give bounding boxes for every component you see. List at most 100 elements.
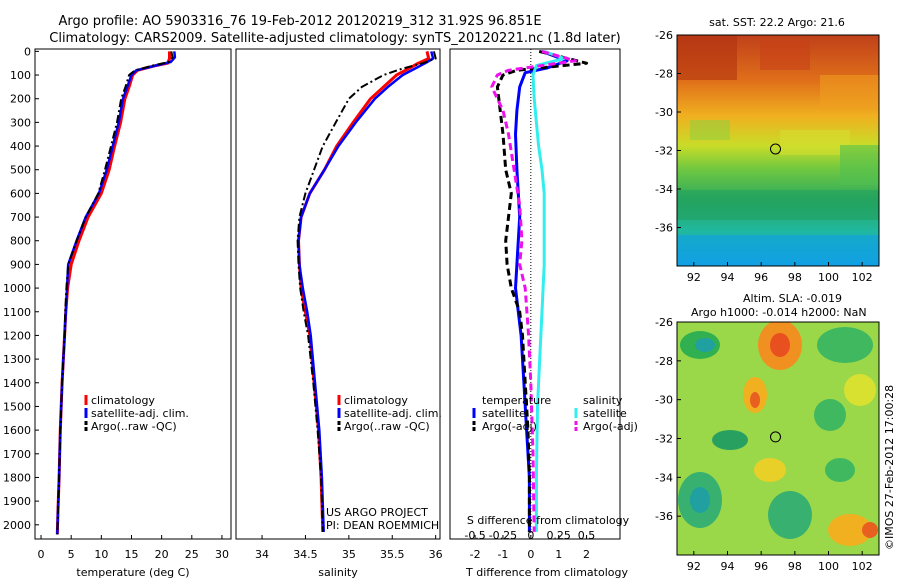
salinity-tick-label: 35.5 xyxy=(380,548,405,561)
temperature-tick-label: 15 xyxy=(124,548,138,561)
salinity-difference-tick-label: 0.5 xyxy=(578,529,596,542)
salinity-legend: climatology satellite-adj. clim. Argo(..… xyxy=(337,394,442,433)
salinity-series-argo-raw-qc xyxy=(296,51,437,532)
sst-map-ticks: 92 94 96 98 100 102 -26 -28 -30 -32 -34 -36 xyxy=(655,29,873,284)
temperature-legend-satellite: satellite-adj. clim. xyxy=(91,407,189,420)
depth-tick-label: 400 xyxy=(10,140,31,153)
difference-legend-t-argo: Argo(-adj) xyxy=(482,420,537,433)
depth-tick-label: 1700 xyxy=(3,448,31,461)
depth-tick-label: 1200 xyxy=(3,329,31,342)
temperature-tick-label: 30 xyxy=(215,548,229,561)
temperature-tick-label: 25 xyxy=(185,548,199,561)
sst-map-lat-tick-label: -28 xyxy=(655,68,673,81)
difference-axes-frame xyxy=(449,48,621,540)
depth-tick-label: 700 xyxy=(10,211,31,224)
sla-map-lat-tick-label: -26 xyxy=(655,316,673,329)
depth-tick-label: 1800 xyxy=(3,471,31,484)
temperature-series-argo-raw-qc xyxy=(56,51,174,535)
project-annotation-line2: PI: DEAN ROEMMICH xyxy=(326,519,439,532)
salinity-difference-tick-label: 0.25 xyxy=(546,529,571,542)
difference-legend-s-satellite: satellite xyxy=(583,407,627,420)
depth-tick-label: 1000 xyxy=(3,282,31,295)
sla-map-lon-tick-label: 94 xyxy=(721,560,735,573)
depth-tick-label: 300 xyxy=(10,116,31,129)
temperature-legend: climatology satellite-adj. clim. Argo(..… xyxy=(84,394,189,433)
difference-legend-salinity-title: salinity xyxy=(583,394,623,407)
sla-map-lat-tick-label: -30 xyxy=(655,394,673,407)
salinity-difference-tick-label: -0.25 xyxy=(489,529,517,542)
depth-tick-label: 1100 xyxy=(3,306,31,319)
difference-legend-temperature-title: temperature xyxy=(482,394,551,407)
difference-legend-s-argo: Argo(-adj) xyxy=(583,420,638,433)
salinity-series xyxy=(296,51,437,532)
depth-ticks: 0 100 200 300 400 500 600 700 800 900 1000 1100 1200… xyxy=(3,45,39,532)
salinity-xlabel: salinity xyxy=(318,566,358,579)
depth-tick-label: 900 xyxy=(10,258,31,271)
depth-tick-label: 1600 xyxy=(3,424,31,437)
temperature-series xyxy=(55,51,177,535)
temperature-panel: 0100200300400500600700800900100011001200… xyxy=(3,45,232,579)
sla-map-texture xyxy=(678,322,878,546)
temperature-axes-frame xyxy=(34,48,232,540)
sla-map-lon-tick-label: 98 xyxy=(788,560,802,573)
sla-map-lat-tick-label: -36 xyxy=(655,510,673,523)
temperature-x-ticks: 0 5 10 15 20 25 30 xyxy=(38,535,229,561)
depth-tick-label: 100 xyxy=(10,69,31,82)
temperature-tick-label: 0 xyxy=(38,548,45,561)
sst-map-lon-tick-label: 92 xyxy=(687,271,701,284)
depth-tick-label: 200 xyxy=(10,93,31,106)
difference-series-salinity-satellite xyxy=(531,49,566,532)
depth-tick-label: 0 xyxy=(24,45,31,58)
sst-map-lat-tick-label: -30 xyxy=(655,106,673,119)
depth-tick-label: 600 xyxy=(10,187,31,200)
sla-map-lon-tick-label: 100 xyxy=(818,560,839,573)
temperature-tick-label: 10 xyxy=(94,548,108,561)
sla-map-title-line2: Argo h1000: -0.014 h2000: NaN xyxy=(691,306,867,319)
salinity-tick-label: 34 xyxy=(255,548,269,561)
salinity-legend-satellite: satellite-adj. clim. xyxy=(344,407,442,420)
salinity-x-ticks: 34 34.5 35 35.5 36 xyxy=(255,535,443,561)
sst-map-lon-tick-label: 96 xyxy=(754,271,768,284)
depth-tick-label: 1400 xyxy=(3,377,31,390)
sla-map-ticks: 92 94 96 98 100 102 -26 -28 -30 -32 -34 -36 xyxy=(655,316,873,573)
difference-legend-t-satellite: satellite xyxy=(482,407,526,420)
figure-title-line1: Argo profile: AO 5903316_76 19-Feb-2012 … xyxy=(58,14,541,29)
temperature-xlabel: temperature (deg C) xyxy=(76,566,189,579)
difference-series-temperature-argo-adj xyxy=(495,49,589,532)
project-annotation-line1: US ARGO PROJECT xyxy=(326,506,428,519)
sla-map-lon-tick-label: 96 xyxy=(754,560,768,573)
sst-map-lat-tick-label: -26 xyxy=(655,29,673,42)
temperature-legend-argo: Argo(..raw -QC) xyxy=(91,420,177,433)
depth-tick-label: 2000 xyxy=(3,519,31,532)
depth-tick-label: 1500 xyxy=(3,400,31,413)
salinity-panel: 34 34.5 35 35.5 36 climatology satellite-adj… xyxy=(235,48,443,579)
salinity-legend-climatology: climatology xyxy=(344,394,408,407)
sst-map-lat-tick-label: -34 xyxy=(655,183,673,196)
sst-map-lon-tick-label: 98 xyxy=(788,271,802,284)
salinity-legend-argo: Argo(..raw -QC) xyxy=(344,420,430,433)
sla-map-lat-tick-label: -28 xyxy=(655,355,673,368)
difference-top-xlabel: S difference from climatology xyxy=(467,514,630,527)
difference-s-ticks: -0.5-0.2500.250.5 xyxy=(464,529,595,542)
sst-map-lat-tick-label: -32 xyxy=(655,145,673,158)
temperature-legend-climatology: climatology xyxy=(91,394,155,407)
figure-title-line2: Climatology: CARS2009. Satellite-adjuste… xyxy=(49,31,621,46)
sst-map-title: sat. SST: 22.2 Argo: 21.6 xyxy=(709,16,845,29)
sst-map-lon-tick-label: 102 xyxy=(852,271,873,284)
salinity-tick-label: 35 xyxy=(342,548,356,561)
salinity-tick-label: 34.5 xyxy=(293,548,318,561)
difference-tick-label: 0 xyxy=(527,548,534,561)
difference-series-salinity-argo-adj xyxy=(490,49,577,532)
difference-tick-label: -2 xyxy=(470,548,481,561)
sla-map-lon-tick-label: 92 xyxy=(687,560,701,573)
sst-map-lat-tick-label: -36 xyxy=(655,222,673,235)
sla-map-panel: Altim. SLA: -0.019 Argo h1000: -0.014 h2… xyxy=(655,292,880,573)
sst-map-lon-tick-label: 94 xyxy=(721,271,735,284)
difference-tick-label: -1 xyxy=(497,548,508,561)
salinity-difference-tick-label: -0.5 xyxy=(464,529,485,542)
depth-tick-label: 1900 xyxy=(3,495,31,508)
credit-text: ©IMOS 27-Feb-2012 17:00:28 xyxy=(883,385,896,550)
sst-map-lon-tick-label: 100 xyxy=(818,271,839,284)
